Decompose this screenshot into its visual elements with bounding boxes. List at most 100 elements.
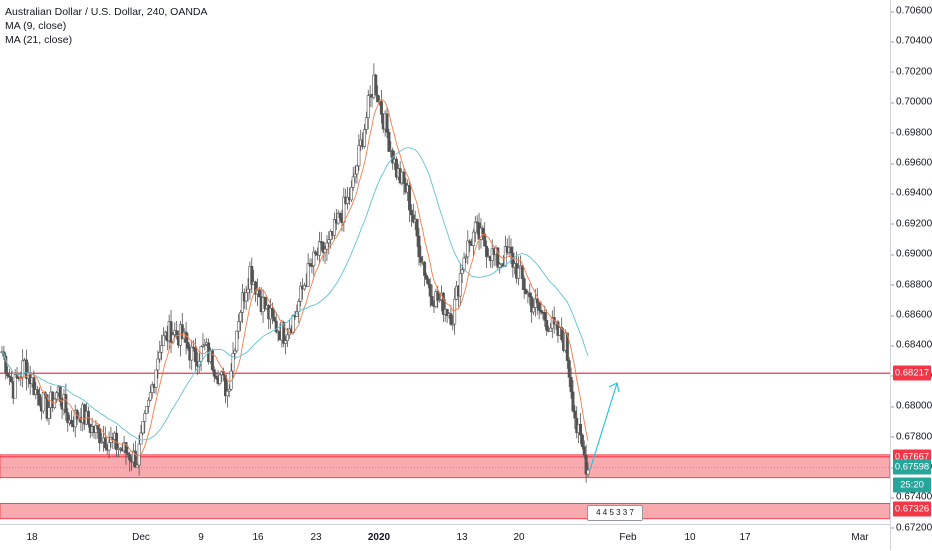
candle	[496, 247, 500, 270]
candle	[332, 212, 336, 240]
candle	[379, 89, 383, 124]
candle	[239, 309, 243, 332]
time-axis[interactable]: 18 Dec 9 16 23 2020 13 20 Feb 10 17 Mar	[0, 524, 890, 551]
candle	[537, 301, 541, 320]
candle	[103, 426, 107, 451]
candle	[528, 283, 532, 306]
price-tick: 0.68400	[890, 339, 932, 351]
price-tick: 0.67400	[890, 491, 932, 503]
candle	[141, 421, 145, 436]
candle	[449, 305, 453, 326]
candle	[246, 278, 250, 302]
price-tick: 0.67200	[890, 522, 932, 534]
candle	[498, 262, 502, 274]
time-tick: Dec	[132, 532, 150, 543]
price-tick: 0.70400	[890, 35, 932, 47]
candle	[32, 370, 36, 396]
candle	[250, 257, 254, 294]
candle	[584, 444, 588, 483]
time-tick: 13	[456, 532, 468, 543]
candle	[312, 246, 316, 277]
candle	[394, 156, 398, 181]
candle	[453, 287, 457, 335]
price-label: 0.67598	[893, 459, 931, 475]
price-axis[interactable]: 0.70600 0.70400 0.70200 0.70000 0.69800 0.696…	[890, 0, 932, 550]
candle	[325, 235, 329, 261]
candle	[524, 288, 528, 295]
candle	[299, 281, 303, 307]
candle	[284, 335, 288, 355]
projection-arrow	[589, 382, 618, 471]
candle	[560, 317, 564, 343]
price-tick: 0.69800	[890, 127, 932, 139]
candle	[530, 292, 534, 323]
candle	[424, 272, 428, 284]
zone-0	[0, 454, 890, 479]
candle	[385, 107, 389, 139]
candle	[517, 256, 521, 286]
candle	[466, 230, 470, 265]
candle	[308, 258, 312, 267]
candle	[351, 166, 355, 191]
candle	[100, 432, 104, 444]
candle	[158, 340, 162, 363]
time-tick: 17	[739, 532, 751, 543]
candle	[565, 332, 569, 369]
time-tick: 9	[198, 532, 204, 543]
candle	[317, 231, 321, 265]
candle	[460, 265, 464, 284]
candle	[45, 394, 49, 422]
candle	[225, 380, 229, 408]
symbol-title[interactable]: Australian Dollar / U.S. Dollar, 240, OA…	[5, 6, 208, 18]
candle	[483, 222, 487, 247]
candle	[545, 309, 549, 336]
candle	[47, 401, 51, 425]
candle	[402, 168, 406, 196]
candle	[73, 404, 77, 438]
ma9-legend[interactable]: MA (9, close)	[5, 20, 67, 32]
candle	[571, 380, 575, 413]
candle	[160, 334, 164, 361]
candle	[190, 340, 194, 370]
candle	[274, 312, 278, 334]
candle	[458, 262, 462, 307]
candle	[353, 165, 357, 184]
annotation-note[interactable]: 4 4 5 3 3 7	[587, 505, 643, 521]
candle	[9, 371, 13, 383]
time-tick: 18	[26, 532, 38, 543]
price-tick: 0.68800	[890, 279, 932, 291]
price-chart[interactable]	[0, 0, 890, 524]
candle	[150, 381, 154, 399]
price-tick: 0.70200	[890, 66, 932, 78]
candle	[98, 423, 102, 452]
candle	[327, 231, 331, 255]
time-tick: Mar	[851, 532, 869, 543]
candle	[336, 209, 340, 225]
candle	[346, 186, 350, 210]
candle	[107, 431, 111, 459]
candle	[314, 249, 318, 256]
price-tick: 0.68600	[890, 309, 932, 321]
candle	[58, 385, 62, 407]
time-tick: 2020	[367, 532, 391, 543]
candle	[430, 284, 434, 306]
candle	[128, 451, 132, 472]
candle	[124, 442, 128, 465]
candle	[306, 253, 310, 288]
candle	[184, 321, 188, 355]
candle	[193, 338, 197, 371]
candle	[387, 128, 391, 153]
candle	[24, 349, 28, 391]
ma21-legend[interactable]: MA (21, close)	[5, 34, 73, 46]
candle	[237, 313, 241, 340]
chart-area[interactable]: Australian Dollar / U.S. Dollar, 240, OA…	[0, 0, 890, 524]
candle	[507, 235, 511, 258]
candle	[66, 408, 70, 432]
candle	[310, 258, 314, 274]
candle	[408, 182, 412, 223]
candle	[543, 305, 547, 328]
candle	[203, 338, 207, 351]
candle	[227, 384, 231, 398]
ma9-line	[1, 98, 589, 457]
candle	[139, 424, 143, 445]
